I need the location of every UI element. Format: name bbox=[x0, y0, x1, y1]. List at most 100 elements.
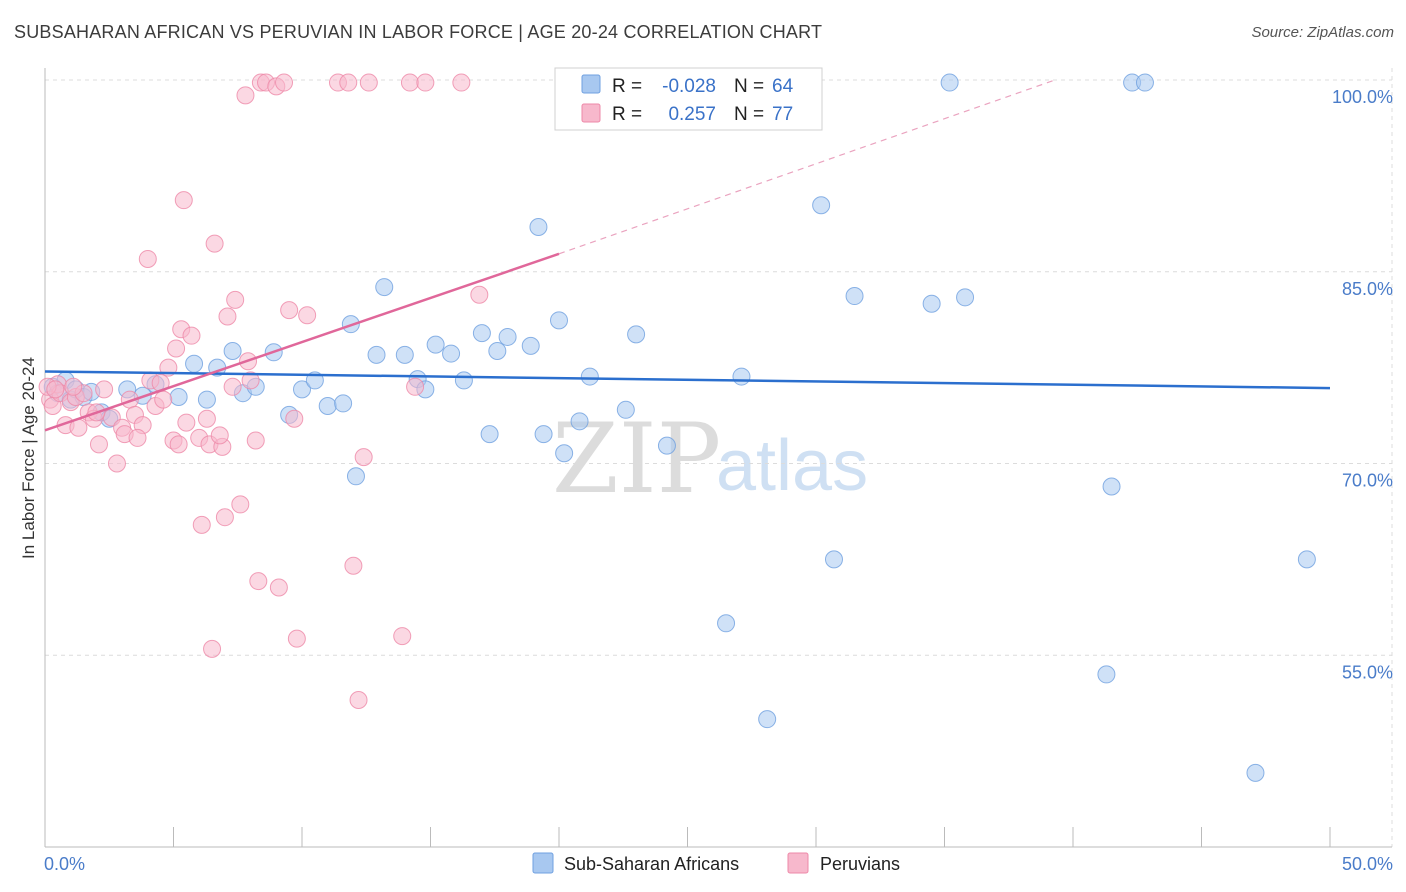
data-point bbox=[426, 335, 445, 354]
axes bbox=[44, 68, 1392, 848]
trend-lines bbox=[44, 79, 1331, 432]
data-point bbox=[732, 367, 751, 386]
legend-swatch-sub-saharan bbox=[532, 852, 554, 874]
data-point bbox=[1135, 73, 1154, 92]
data-point bbox=[956, 288, 975, 307]
data-point bbox=[197, 390, 216, 409]
data-point bbox=[717, 614, 736, 633]
data-point bbox=[203, 639, 222, 658]
data-point bbox=[275, 73, 294, 92]
data-point bbox=[1297, 550, 1316, 569]
legend-n-value: 64 bbox=[772, 76, 794, 97]
data-point bbox=[657, 436, 676, 455]
legend-label-peruvians: Peruvians bbox=[820, 854, 900, 874]
legend-r-value: -0.028 bbox=[662, 76, 716, 97]
data-point bbox=[177, 413, 196, 432]
data-point bbox=[280, 301, 299, 320]
y-axis-label: In Labor Force | Age 20-24 bbox=[19, 357, 38, 559]
data-point bbox=[393, 627, 412, 646]
data-point bbox=[922, 294, 941, 313]
data-point bbox=[488, 342, 507, 361]
chart-title: SUBSAHARAN AFRICAN VS PERUVIAN IN LABOR … bbox=[14, 22, 823, 42]
data-point bbox=[470, 285, 489, 304]
data-point bbox=[197, 409, 216, 428]
data-point bbox=[182, 326, 201, 345]
data-point bbox=[480, 425, 499, 444]
legend-r-label: R = bbox=[612, 104, 642, 125]
data-point bbox=[349, 690, 368, 709]
trend-line bbox=[44, 370, 1331, 390]
y-tick-label: 55.0% bbox=[1342, 662, 1393, 682]
data-point bbox=[627, 325, 646, 344]
data-point bbox=[359, 73, 378, 92]
data-point bbox=[498, 327, 517, 346]
data-point bbox=[354, 448, 373, 467]
data-point bbox=[205, 234, 224, 253]
data-point bbox=[375, 278, 394, 297]
data-point bbox=[824, 550, 843, 569]
data-point bbox=[400, 73, 419, 92]
series-peruvians bbox=[38, 73, 489, 709]
y-tick-label: 100.0% bbox=[1332, 87, 1393, 107]
data-point bbox=[529, 218, 548, 237]
data-point bbox=[1246, 763, 1265, 782]
legend-swatch-sub-saharan bbox=[581, 74, 601, 94]
data-point bbox=[758, 710, 777, 729]
data-point bbox=[236, 86, 255, 105]
legend-n-label: N = bbox=[734, 104, 764, 125]
source-label: Source: ZipAtlas.com bbox=[1251, 24, 1394, 41]
data-point bbox=[218, 307, 237, 326]
data-point bbox=[285, 409, 304, 428]
data-point bbox=[269, 578, 288, 597]
data-point bbox=[550, 311, 568, 330]
data-point bbox=[231, 495, 250, 514]
legend-swatch-peruvians bbox=[787, 852, 809, 874]
legend-label-sub-saharan: Sub-Saharan Africans bbox=[564, 854, 739, 874]
data-point bbox=[95, 380, 114, 399]
data-point bbox=[940, 73, 959, 92]
x-tick-labels: 0.0% 50.0% bbox=[44, 854, 1393, 874]
data-point bbox=[442, 344, 461, 363]
data-point bbox=[46, 380, 65, 399]
data-point bbox=[89, 435, 108, 454]
data-point bbox=[534, 425, 553, 444]
data-point bbox=[1102, 477, 1121, 496]
data-point bbox=[472, 324, 491, 343]
data-point bbox=[416, 73, 435, 92]
data-point bbox=[241, 371, 260, 390]
data-point bbox=[616, 400, 635, 419]
data-point bbox=[298, 306, 317, 325]
data-point bbox=[185, 354, 204, 373]
x-tick-label: 50.0% bbox=[1342, 854, 1393, 874]
legend-r-value: 0.257 bbox=[668, 104, 716, 125]
data-point bbox=[521, 336, 540, 355]
x-tick-label: 0.0% bbox=[44, 854, 85, 874]
data-point bbox=[570, 412, 589, 431]
data-point bbox=[395, 345, 414, 364]
data-point bbox=[406, 377, 425, 396]
y-tick-label: 85.0% bbox=[1342, 279, 1393, 299]
legend-r-label: R = bbox=[612, 76, 642, 97]
data-point bbox=[215, 508, 234, 527]
data-point bbox=[346, 467, 365, 486]
data-point bbox=[344, 556, 363, 575]
data-point bbox=[287, 629, 306, 648]
data-point bbox=[249, 572, 268, 591]
data-point bbox=[318, 396, 337, 415]
data-point bbox=[169, 388, 188, 407]
data-point bbox=[138, 249, 157, 268]
y-tick-label: 70.0% bbox=[1342, 471, 1393, 491]
watermark-atlas: atlas bbox=[716, 426, 868, 506]
data-point bbox=[555, 444, 574, 463]
legend-n-label: N = bbox=[734, 76, 764, 97]
data-point bbox=[169, 435, 188, 454]
legend-swatch-peruvians bbox=[581, 103, 601, 123]
y-tick-labels: 55.0% 70.0% 85.0% 100.0% bbox=[1332, 87, 1393, 682]
data-point bbox=[452, 73, 471, 92]
data-point bbox=[210, 426, 229, 445]
stats-legend: R = -0.028 N = 64 R = 0.257 N = 77 bbox=[554, 67, 823, 131]
data-point bbox=[334, 394, 353, 413]
data-point bbox=[192, 515, 211, 534]
data-point bbox=[64, 377, 83, 396]
